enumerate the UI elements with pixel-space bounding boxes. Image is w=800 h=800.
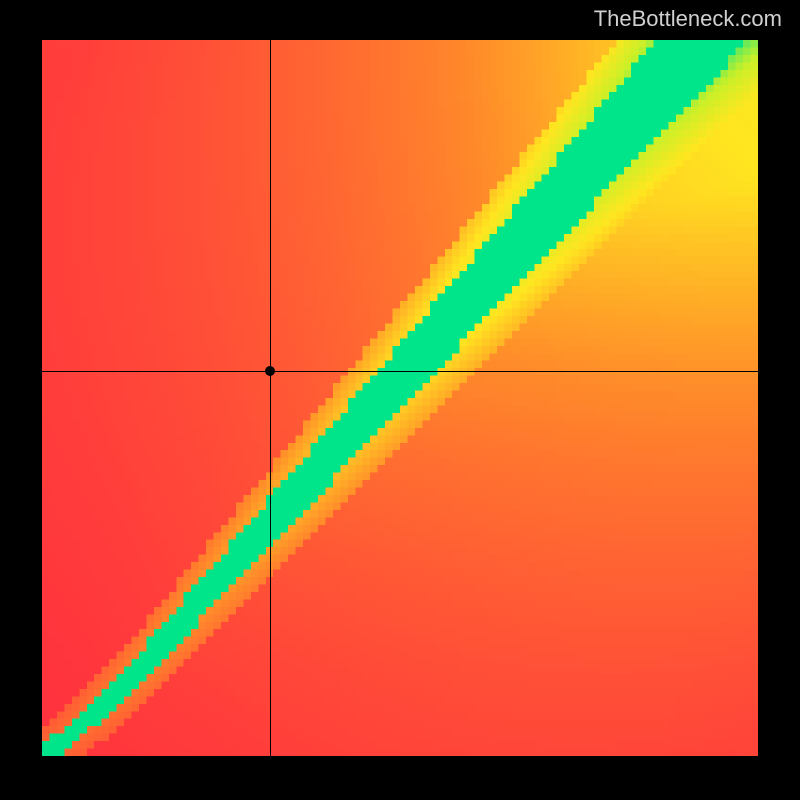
crosshair-marker [265, 366, 275, 376]
crosshair-horizontal [42, 371, 758, 372]
bottleneck-heatmap [42, 40, 758, 756]
watermark-text: TheBottleneck.com [594, 6, 782, 32]
chart-container: TheBottleneck.com [0, 0, 800, 800]
crosshair-vertical [270, 40, 271, 756]
